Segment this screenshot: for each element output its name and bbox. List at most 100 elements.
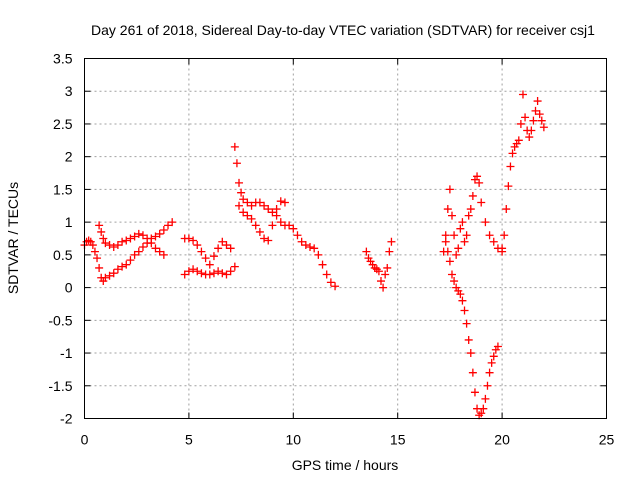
data-point bbox=[481, 394, 490, 403]
data-point bbox=[383, 263, 392, 272]
data-point bbox=[237, 188, 246, 197]
data-point bbox=[214, 244, 223, 253]
data-point bbox=[289, 224, 298, 233]
data-point bbox=[539, 123, 548, 132]
data-point bbox=[535, 110, 544, 119]
data-point bbox=[130, 232, 139, 241]
data-point bbox=[506, 162, 515, 171]
data-point bbox=[314, 250, 323, 259]
axis-ticks: 0 5 10 15 20 25 -2 -1.5 -1 -0.5 0 0.5 1 1.5 2 2.5 3 3.5 bbox=[48, 51, 614, 448]
data-point bbox=[151, 232, 160, 241]
x-tick-label: 5 bbox=[185, 432, 193, 448]
y-tick-label: 3.5 bbox=[53, 51, 73, 67]
data-point bbox=[239, 195, 248, 204]
data-point bbox=[93, 254, 102, 263]
data-point bbox=[504, 182, 513, 191]
data-point bbox=[376, 277, 385, 286]
data-point bbox=[443, 205, 452, 214]
data-point bbox=[88, 241, 97, 250]
data-point bbox=[222, 270, 231, 279]
data-point bbox=[251, 221, 260, 230]
data-point bbox=[143, 234, 152, 243]
data-point bbox=[197, 269, 206, 278]
data-point bbox=[473, 172, 482, 181]
y-tick-label: 2.5 bbox=[53, 116, 73, 132]
data-point bbox=[387, 237, 396, 246]
data-point bbox=[445, 257, 454, 266]
data-series bbox=[362, 237, 396, 292]
data-point bbox=[193, 267, 202, 276]
data-point bbox=[151, 244, 160, 253]
data-point bbox=[477, 409, 486, 418]
y-tick-label: 1.5 bbox=[53, 181, 73, 197]
y-tick-label: 3 bbox=[65, 83, 73, 99]
data-point bbox=[477, 198, 486, 207]
data-point bbox=[441, 237, 450, 246]
data-point bbox=[126, 256, 135, 265]
data-point bbox=[218, 237, 227, 246]
data-point bbox=[97, 227, 106, 236]
data-series bbox=[230, 142, 340, 291]
y-tick-label: 2 bbox=[65, 149, 73, 165]
data-point bbox=[105, 241, 114, 250]
data-point bbox=[487, 358, 496, 367]
data-point bbox=[230, 142, 239, 151]
data-point bbox=[109, 269, 118, 278]
data-point bbox=[243, 211, 252, 220]
data-point bbox=[466, 349, 475, 358]
data-series bbox=[180, 234, 235, 269]
data-point bbox=[138, 231, 147, 240]
y-tick-label: 1 bbox=[65, 214, 73, 230]
data-point bbox=[138, 243, 147, 252]
data-point bbox=[155, 247, 164, 256]
data-point bbox=[118, 262, 127, 271]
data-points bbox=[80, 90, 548, 420]
data-point bbox=[95, 221, 104, 230]
data-point bbox=[306, 243, 315, 252]
data-series bbox=[441, 237, 502, 420]
y-tick-label: 0.5 bbox=[53, 247, 73, 263]
data-point bbox=[99, 234, 108, 243]
data-point bbox=[239, 208, 248, 217]
data-point bbox=[310, 244, 319, 253]
data-point bbox=[276, 218, 285, 227]
data-point bbox=[362, 247, 371, 256]
data-point bbox=[209, 269, 218, 278]
data-point bbox=[537, 116, 546, 125]
data-point bbox=[456, 224, 465, 233]
data-point bbox=[460, 306, 469, 315]
data-point bbox=[122, 260, 131, 269]
data-point bbox=[209, 252, 218, 261]
data-point bbox=[481, 218, 490, 227]
data-point bbox=[113, 265, 122, 274]
data-point bbox=[247, 214, 256, 223]
y-tick-label: 0 bbox=[65, 280, 73, 296]
plot-frame bbox=[84, 58, 607, 419]
data-point bbox=[493, 342, 502, 351]
data-point bbox=[374, 267, 383, 276]
data-point bbox=[385, 247, 394, 256]
data-point bbox=[464, 335, 473, 344]
data-point bbox=[468, 191, 477, 200]
data-point bbox=[521, 113, 530, 122]
data-point bbox=[529, 116, 538, 125]
data-point bbox=[280, 198, 289, 207]
data-point bbox=[164, 221, 173, 230]
x-tick-label: 20 bbox=[494, 432, 510, 448]
data-point bbox=[235, 201, 244, 210]
data-point bbox=[159, 250, 168, 259]
data-point bbox=[489, 237, 498, 246]
data-point bbox=[180, 270, 189, 279]
data-point bbox=[475, 178, 484, 187]
data-point bbox=[447, 211, 456, 220]
data-point bbox=[483, 381, 492, 390]
data-point bbox=[230, 262, 239, 271]
data-point bbox=[168, 218, 177, 227]
x-tick-label: 0 bbox=[81, 432, 89, 448]
data-point bbox=[452, 250, 461, 259]
y-axis-label: SDTVAR / TECUs bbox=[5, 182, 21, 294]
data-series bbox=[235, 197, 289, 245]
data-point bbox=[268, 208, 277, 217]
data-point bbox=[184, 267, 193, 276]
